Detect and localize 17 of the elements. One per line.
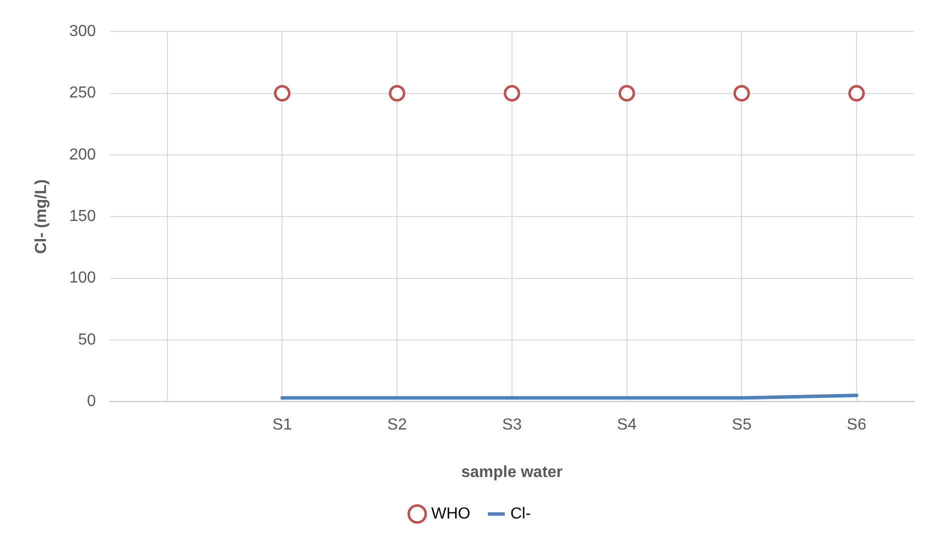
y-tick-label: 250 bbox=[69, 84, 96, 102]
x-tick-label: S4 bbox=[617, 416, 637, 434]
y-tick-label: 150 bbox=[69, 208, 96, 226]
y-axis-title: Cl- (mg/L) bbox=[33, 179, 50, 254]
y-tick-label: 200 bbox=[69, 146, 96, 164]
x-tick-label: S3 bbox=[502, 416, 522, 434]
y-tick-label: 300 bbox=[69, 23, 96, 40]
x-tick-label: S6 bbox=[846, 416, 866, 434]
y-tick-label: 50 bbox=[78, 331, 96, 348]
y-tick-label: 0 bbox=[86, 393, 96, 410]
x-tick-label: S1 bbox=[272, 416, 292, 434]
x-axis-title: sample water bbox=[461, 464, 563, 481]
x-tick-label: S2 bbox=[387, 416, 407, 434]
legend-label: Cl- bbox=[510, 505, 531, 522]
x-tick-label: S5 bbox=[732, 416, 752, 434]
legend-label: WHO bbox=[431, 505, 470, 522]
y-tick-label: 100 bbox=[69, 270, 96, 287]
